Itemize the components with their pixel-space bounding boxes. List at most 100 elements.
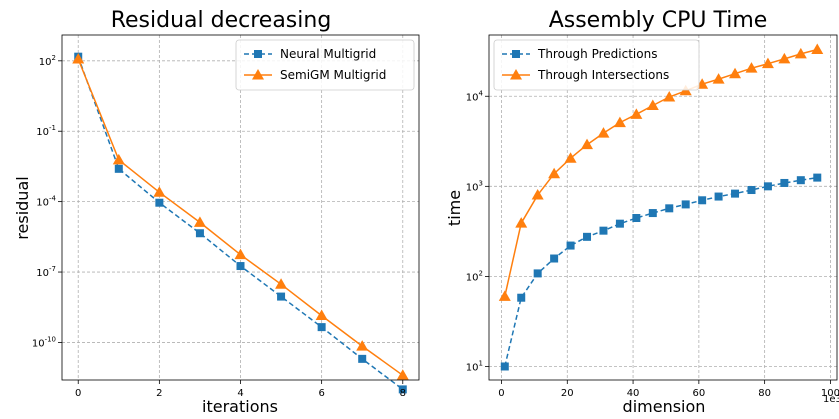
data-point [648, 209, 657, 218]
data-point [315, 309, 328, 321]
legend-label: SemiGM Multigrid [280, 68, 386, 82]
residual-chart-title: Residual decreasing [111, 8, 332, 33]
data-point [358, 354, 367, 363]
data-point [794, 47, 807, 59]
data-point [564, 152, 577, 163]
series-line [504, 176, 818, 367]
legend-swatch-marker [254, 50, 262, 58]
residual-chart-series [72, 52, 409, 394]
x-tick-label: 8 [400, 388, 406, 399]
residual-chart-ticks: 0 2 4 6 8 102 10-1 10-4 10-7 10-10 [32, 54, 406, 399]
residual-chart-xlabel: iterations [202, 397, 278, 416]
data-point [761, 57, 774, 69]
data-point [500, 362, 509, 371]
x-tick-label: 20 [561, 388, 574, 399]
x-tick-label: 2 [156, 388, 162, 399]
data-point [630, 108, 643, 119]
y-tick-label: 104 [466, 89, 484, 103]
y-tick-label: 102 [39, 54, 56, 68]
y-tick-label: 102 [466, 269, 483, 283]
data-point [114, 164, 123, 173]
cpu-time-chart-x-offset: 1e3 [823, 394, 839, 405]
legend-swatch-marker [510, 69, 522, 80]
legend-swatch-marker [252, 69, 264, 80]
cpu-time-chart-xlabel: dimension [623, 397, 706, 416]
residual-chart: Residual decreasing 0 2 4 6 8 102 10-1 10-4 10-7… [13, 8, 420, 416]
data-point [498, 290, 511, 301]
data-point [712, 73, 725, 84]
y-tick-label: 10-1 [36, 124, 56, 138]
x-tick-label: 40 [627, 388, 640, 399]
data-point [613, 116, 626, 128]
data-point [778, 52, 791, 64]
data-point [236, 262, 245, 271]
residual-chart-ylabel: residual [13, 176, 32, 239]
y-tick-label: 103 [466, 179, 483, 193]
data-point [548, 167, 561, 179]
cpu-time-chart-axes-frame [488, 34, 838, 381]
data-point [597, 127, 610, 138]
data-point [72, 52, 85, 64]
data-point [517, 293, 526, 302]
data-point [533, 269, 542, 278]
data-point [745, 62, 758, 73]
cpu-time-chart-series [498, 43, 824, 371]
data-point [780, 178, 789, 187]
cpu-time-chart-title: Assembly CPU Time [549, 8, 768, 33]
data-point [317, 323, 326, 332]
x-tick-label: 0 [75, 388, 81, 399]
y-tick-label: 10-10 [32, 335, 56, 349]
data-point [531, 189, 544, 200]
data-point [632, 214, 641, 223]
data-point [714, 192, 723, 201]
data-point [398, 385, 407, 394]
data-point [193, 216, 206, 227]
data-point [731, 189, 740, 198]
legend-label: Through Predictions [537, 47, 657, 61]
data-point [813, 173, 822, 182]
legend-label: Neural Multigrid [280, 47, 376, 61]
residual-chart-legend: Neural Multigrid SemiGM Multigrid [235, 39, 415, 91]
data-point [234, 248, 247, 260]
x-tick-label: 6 [318, 388, 324, 399]
data-point [729, 67, 742, 79]
data-point [698, 196, 707, 205]
data-point [615, 219, 624, 228]
data-point [153, 186, 166, 197]
data-point [646, 99, 659, 110]
cpu-time-chart-legend: Through Predictions Through Intersections [493, 39, 700, 91]
legend-box [235, 39, 415, 91]
data-point [665, 204, 674, 213]
legend-swatch-marker [512, 50, 520, 58]
x-tick-label: 0 [498, 388, 504, 399]
data-point [155, 198, 164, 207]
legend-box [493, 39, 700, 91]
data-point [583, 232, 592, 241]
cpu-time-chart: Assembly CPU Time 0 20 40 60 80 100 101 102 103 1… [445, 8, 839, 416]
x-tick-label: 80 [758, 388, 771, 399]
legend-label: Through Intersections [537, 68, 669, 82]
data-point [112, 153, 125, 165]
cpu-time-chart-grid [489, 35, 837, 380]
data-point [275, 278, 288, 289]
data-point [566, 241, 575, 250]
data-point [396, 369, 409, 380]
x-tick-label: 100 [821, 388, 839, 399]
x-tick-label: 4 [237, 388, 243, 399]
y-tick-label: 10-7 [36, 265, 56, 279]
data-point [581, 138, 594, 150]
data-point [663, 91, 676, 102]
data-point [811, 43, 824, 55]
data-point [599, 226, 608, 235]
data-point [195, 229, 204, 238]
cpu-time-chart-ticks: 0 20 40 60 80 100 101 102 103 104 [466, 89, 839, 399]
cpu-time-chart-ylabel: time [445, 190, 464, 226]
y-tick-label: 101 [466, 359, 483, 373]
data-point [277, 292, 286, 301]
data-point [515, 217, 528, 228]
x-tick-label: 60 [692, 388, 705, 399]
data-point [747, 186, 756, 195]
data-point [796, 176, 805, 185]
data-point [763, 182, 772, 191]
